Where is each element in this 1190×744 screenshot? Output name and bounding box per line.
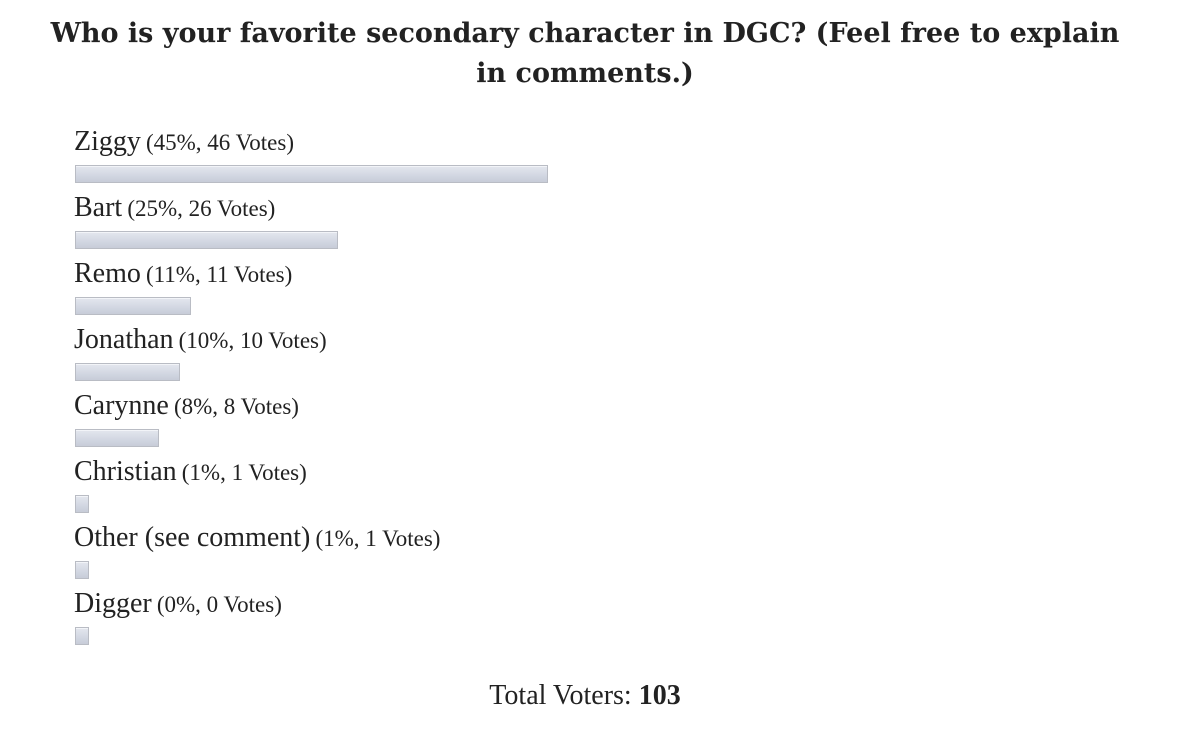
answer-stats: (25%, 26 Votes) [127,196,276,221]
poll-answers: Ziggy (45%, 46 Votes) Bart (25%, 26 Votes… [74,122,1074,650]
bar-track [75,627,1125,647]
poll-answer: Christian (1%, 1 Votes) [74,452,1074,518]
bar-track [75,165,1125,185]
answer-label: Ziggy [74,126,141,157]
result-bar [75,231,338,249]
bar-track [75,429,1125,449]
answer-stats: (11%, 11 Votes) [145,262,293,287]
poll-title: Who is your favorite secondary character… [50,18,1120,89]
poll-answer: Ziggy (45%, 46 Votes) [74,122,1074,188]
answer-text: Carynne (8%, 8 Votes) [74,386,299,429]
poll-answer: Digger (0%, 0 Votes) [74,584,1074,650]
bar-track [75,363,1125,383]
bar-track [75,561,1125,581]
total-voters-label: Total Voters: [489,680,632,711]
answer-label: Bart [74,192,123,223]
answer-label: Jonathan [74,324,174,355]
result-bar [75,495,89,513]
bar-track [75,297,1125,317]
answer-text: Ziggy (45%, 46 Votes) [74,122,294,165]
result-bar [75,627,89,645]
answer-stats: (1%, 1 Votes) [315,526,441,551]
answer-text: Remo (11%, 11 Votes) [74,254,292,297]
bar-track [75,495,1125,515]
answer-stats: (0%, 0 Votes) [156,592,282,617]
bar-track [75,231,1125,251]
result-bar [75,561,89,579]
poll-answer: Other (see comment) (1%, 1 Votes) [74,518,1074,584]
answer-label: Carynne [74,390,169,421]
result-bar [75,363,180,381]
total-voters-value: 103 [638,680,681,711]
answer-label: Remo [74,258,141,289]
result-bar [75,165,548,183]
answer-stats: (1%, 1 Votes) [181,460,307,485]
poll-answer: Remo (11%, 11 Votes) [74,254,1074,320]
result-bar [75,429,159,447]
answer-stats: (8%, 8 Votes) [173,394,299,419]
answer-text: Digger (0%, 0 Votes) [74,584,282,627]
total-voters: Total Voters: 103 [0,676,1170,716]
answer-text: Jonathan (10%, 10 Votes) [74,320,327,363]
result-bar [75,297,191,315]
answer-stats: (10%, 10 Votes) [178,328,327,353]
answer-label: Christian [74,456,177,487]
answer-text: Christian (1%, 1 Votes) [74,452,307,495]
poll-answer: Jonathan (10%, 10 Votes) [74,320,1074,386]
answer-label: Other (see comment) [74,522,311,553]
answer-label: Digger [74,588,152,619]
answer-stats: (45%, 46 Votes) [145,130,294,155]
poll-answer: Carynne (8%, 8 Votes) [74,386,1074,452]
answer-text: Bart (25%, 26 Votes) [74,188,275,231]
poll-answer: Bart (25%, 26 Votes) [74,188,1074,254]
answer-text: Other (see comment) (1%, 1 Votes) [74,518,440,561]
